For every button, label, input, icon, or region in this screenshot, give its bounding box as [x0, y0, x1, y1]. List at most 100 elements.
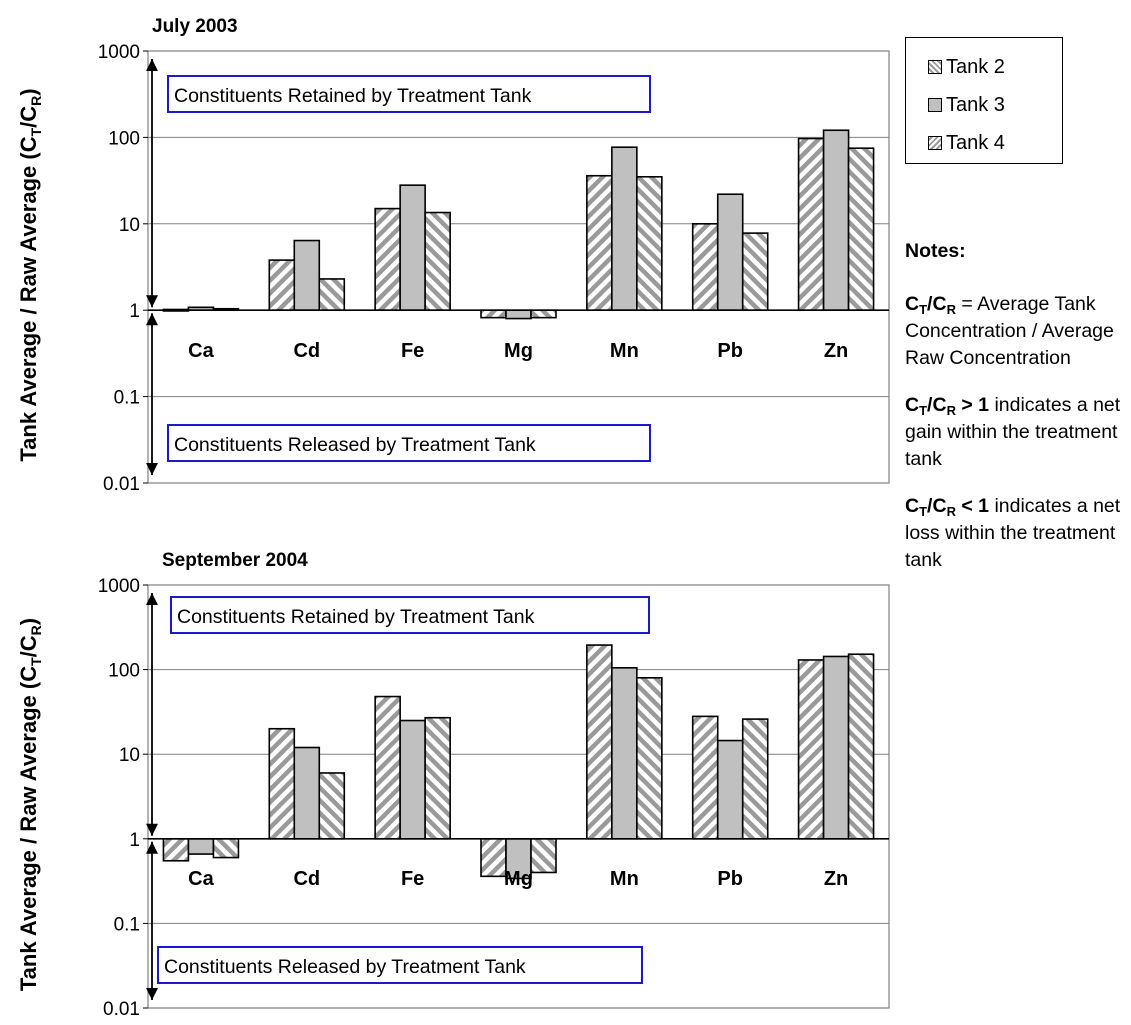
bar-tank-2-cd — [268, 259, 296, 311]
legend-item-tank-3: Tank 3 — [928, 86, 1062, 124]
bar-tank-2-mn — [586, 644, 613, 840]
arrow-head — [146, 313, 158, 326]
bar-tank-4-mn — [636, 175, 663, 312]
category-label: Fe — [401, 340, 424, 362]
arrow-head — [146, 841, 158, 854]
bar-tank-3-pb — [716, 193, 744, 311]
bar-tank-4-mg — [530, 837, 557, 874]
note-text: indicates a net loss within the treatmen… — [905, 495, 1121, 571]
legend-swatch-tank-4 — [928, 136, 942, 150]
bar-tank-2-mg — [480, 309, 507, 319]
bar-tank-3-cd — [293, 746, 321, 840]
bar-tank-2-mg — [480, 837, 507, 878]
annotation-released: Constituents Released by Treatment Tank — [174, 434, 536, 456]
category-label: Mg — [504, 868, 533, 890]
bar-tank-2-cd — [268, 727, 296, 840]
bar-tank-2-ca — [162, 837, 190, 862]
chart-september-2004: 0.01 0.1 1 10 100 1000 September 2004 Tank Aver… — [16, 550, 890, 1020]
bar-tank-4-pb — [741, 232, 769, 312]
annotation-retained: Constituents Retained by Treatment Tank — [174, 85, 532, 107]
category-label: Fe — [401, 868, 424, 890]
bar-tank-2-pb — [691, 715, 719, 840]
bar-tank-4-mg — [530, 309, 557, 319]
category-label: Mn — [610, 340, 639, 362]
note-definition: CT/CR = Average Tank Concentration / Ave… — [905, 291, 1131, 372]
annotation-box-retained — [170, 596, 650, 634]
bar-tank-3-zn — [822, 655, 850, 840]
y-tick-label: 100 — [108, 128, 140, 149]
legend-swatch-tank-2 — [928, 60, 942, 74]
note-text: = Average Tank Concentration / Average R… — [905, 293, 1114, 369]
legend-item-tank-4: Tank 4 — [928, 124, 1062, 162]
y-tick-label: 1 — [129, 830, 140, 851]
y-tick-label: 100 — [108, 661, 140, 682]
notes: Notes: CT/CR = Average Tank Concentratio… — [905, 238, 1131, 594]
bar-tank-2-fe — [374, 207, 401, 311]
category-label: Pb — [717, 868, 743, 890]
category-label: Pb — [717, 340, 743, 362]
arrow-head — [146, 988, 158, 1000]
category-label: Ca — [188, 340, 214, 362]
legend-swatch-tank-3 — [928, 98, 942, 112]
arrow-head — [146, 823, 158, 836]
bar-tank-3-ca — [187, 837, 215, 855]
legend-item-tank-2: Tank 2 — [928, 48, 1062, 86]
bar-tank-3-mg — [505, 309, 532, 320]
note-symbol: CT/CR > 1 — [905, 394, 990, 418]
y-tick-label: 1 — [129, 301, 140, 322]
y-tick-label: 1000 — [98, 576, 140, 597]
y-tick-label: 0.1 — [114, 388, 140, 409]
note-symbol: CT/CR < 1 — [905, 495, 990, 519]
arrow-head — [146, 593, 158, 605]
category-label: Zn — [824, 340, 848, 362]
chart-july-2003: 0.01 0.1 1 10 100 1000 July 2003 Tank Average /… — [16, 16, 890, 495]
y-tick-label: 10 — [119, 745, 140, 766]
bar-tank-3-mn — [611, 667, 638, 840]
bar-tank-4-pb — [741, 718, 769, 840]
category-label: Cd — [293, 340, 320, 362]
note-text: indicates a net gain within the treatmen… — [905, 394, 1121, 470]
category-label: Mg — [504, 340, 533, 362]
category-label: Cd — [293, 868, 320, 890]
annotation-box-released — [157, 946, 643, 984]
y-axis-label: Tank Average / Raw Average (CT/CR) — [16, 88, 44, 461]
plot-area — [147, 584, 890, 1009]
y-tick-label: 0.01 — [103, 999, 140, 1020]
bar-tank-4-cd — [318, 278, 346, 312]
note-gain: CT/CR > 1 indicates a net gain within th… — [905, 392, 1131, 473]
arrow-head — [146, 463, 158, 475]
category-label: Mn — [610, 868, 639, 890]
bar-tank-2-zn — [797, 659, 825, 840]
annotation-retained: Constituents Retained by Treatment Tank — [177, 606, 535, 628]
arrow-head — [146, 59, 158, 71]
bar-tank-4-mn — [636, 676, 663, 840]
bar-tank-4-fe — [424, 211, 451, 312]
bar-tank-4-fe — [424, 716, 451, 840]
legend: Tank 2 Tank 3 Tank 4 — [905, 37, 1063, 164]
note-symbol: CT/CR — [905, 293, 956, 317]
chart-title: July 2003 — [152, 16, 238, 37]
bar-tank-4-ca — [212, 837, 240, 859]
legend-label-tank-3: Tank 3 — [946, 93, 1005, 116]
legend-label-tank-2: Tank 2 — [946, 55, 1005, 78]
chart-title: September 2004 — [162, 550, 308, 571]
bar-tank-3-fe — [399, 719, 426, 840]
y-tick-label: 0.01 — [103, 474, 140, 495]
annotation-box-retained — [167, 75, 651, 113]
y-tick-label: 10 — [119, 215, 140, 236]
bar-tank-3-mn — [611, 146, 638, 311]
category-label: Zn — [824, 868, 848, 890]
bar-tank-3-zn — [822, 129, 850, 311]
plot-area — [147, 50, 890, 484]
bar-tank-3-cd — [293, 239, 321, 311]
y-axis-label: Tank Average / Raw Average (CT/CR) — [16, 618, 44, 991]
arrow-head — [146, 295, 158, 308]
bar-tank-4-cd — [318, 772, 346, 840]
category-label: Ca — [188, 868, 214, 890]
bar-tank-4-zn — [847, 653, 875, 840]
bar-tank-2-mn — [586, 174, 613, 311]
bar-tank-2-fe — [374, 695, 401, 840]
legend-label-tank-4: Tank 4 — [946, 131, 1005, 154]
y-tick-label: 1000 — [98, 42, 140, 63]
